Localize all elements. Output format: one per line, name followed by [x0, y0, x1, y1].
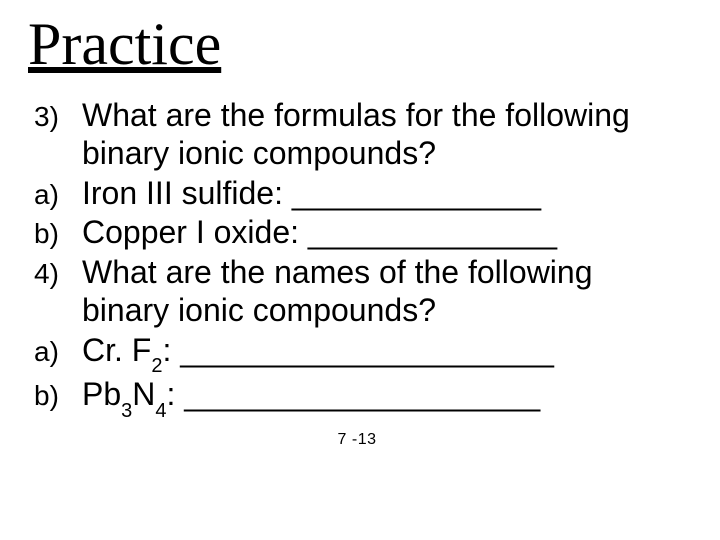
formula-4a-pre: Cr. F — [82, 332, 151, 368]
item-3a-number: a) — [34, 179, 82, 211]
item-4a-number: a) — [34, 336, 82, 368]
item-3b-text: Copper I oxide: ______________ — [82, 214, 557, 252]
item-4b-number: b) — [34, 380, 82, 412]
item-3-number: 3) — [34, 101, 82, 133]
formula-4a-sub1: 2 — [151, 355, 162, 377]
formula-4b-pre: Pb — [82, 376, 121, 412]
item-3b-number: b) — [34, 218, 82, 250]
item-4a: a) Cr. F2: _____________________ — [34, 332, 680, 375]
item-4-number: 4) — [34, 258, 82, 290]
item-3-text: What are the formulas for the following … — [82, 97, 680, 173]
content-area: 3) What are the formulas for the followi… — [0, 79, 720, 449]
formula-4b-tail: : ____________________ — [167, 376, 541, 412]
page-number: 7 -13 — [34, 431, 680, 449]
item-4a-text: Cr. F2: _____________________ — [82, 332, 554, 375]
item-3b: b) Copper I oxide: ______________ — [34, 214, 680, 252]
item-3a-text: Iron III sulfide: ______________ — [82, 175, 541, 213]
item-4b-text: Pb3N4: ____________________ — [82, 376, 540, 419]
formula-4b-sub2: 4 — [155, 400, 166, 422]
slide-title: Practice — [0, 0, 720, 79]
formula-4a-tail: : _____________________ — [162, 332, 554, 368]
item-3a: a) Iron III sulfide: ______________ — [34, 175, 680, 213]
item-4b: b) Pb3N4: ____________________ — [34, 376, 680, 419]
formula-4b-mid: N — [132, 376, 155, 412]
item-4: 4) What are the names of the following b… — [34, 254, 680, 330]
item-4-text: What are the names of the following bina… — [82, 254, 680, 330]
formula-4b-sub1: 3 — [121, 400, 132, 422]
item-3: 3) What are the formulas for the followi… — [34, 97, 680, 173]
